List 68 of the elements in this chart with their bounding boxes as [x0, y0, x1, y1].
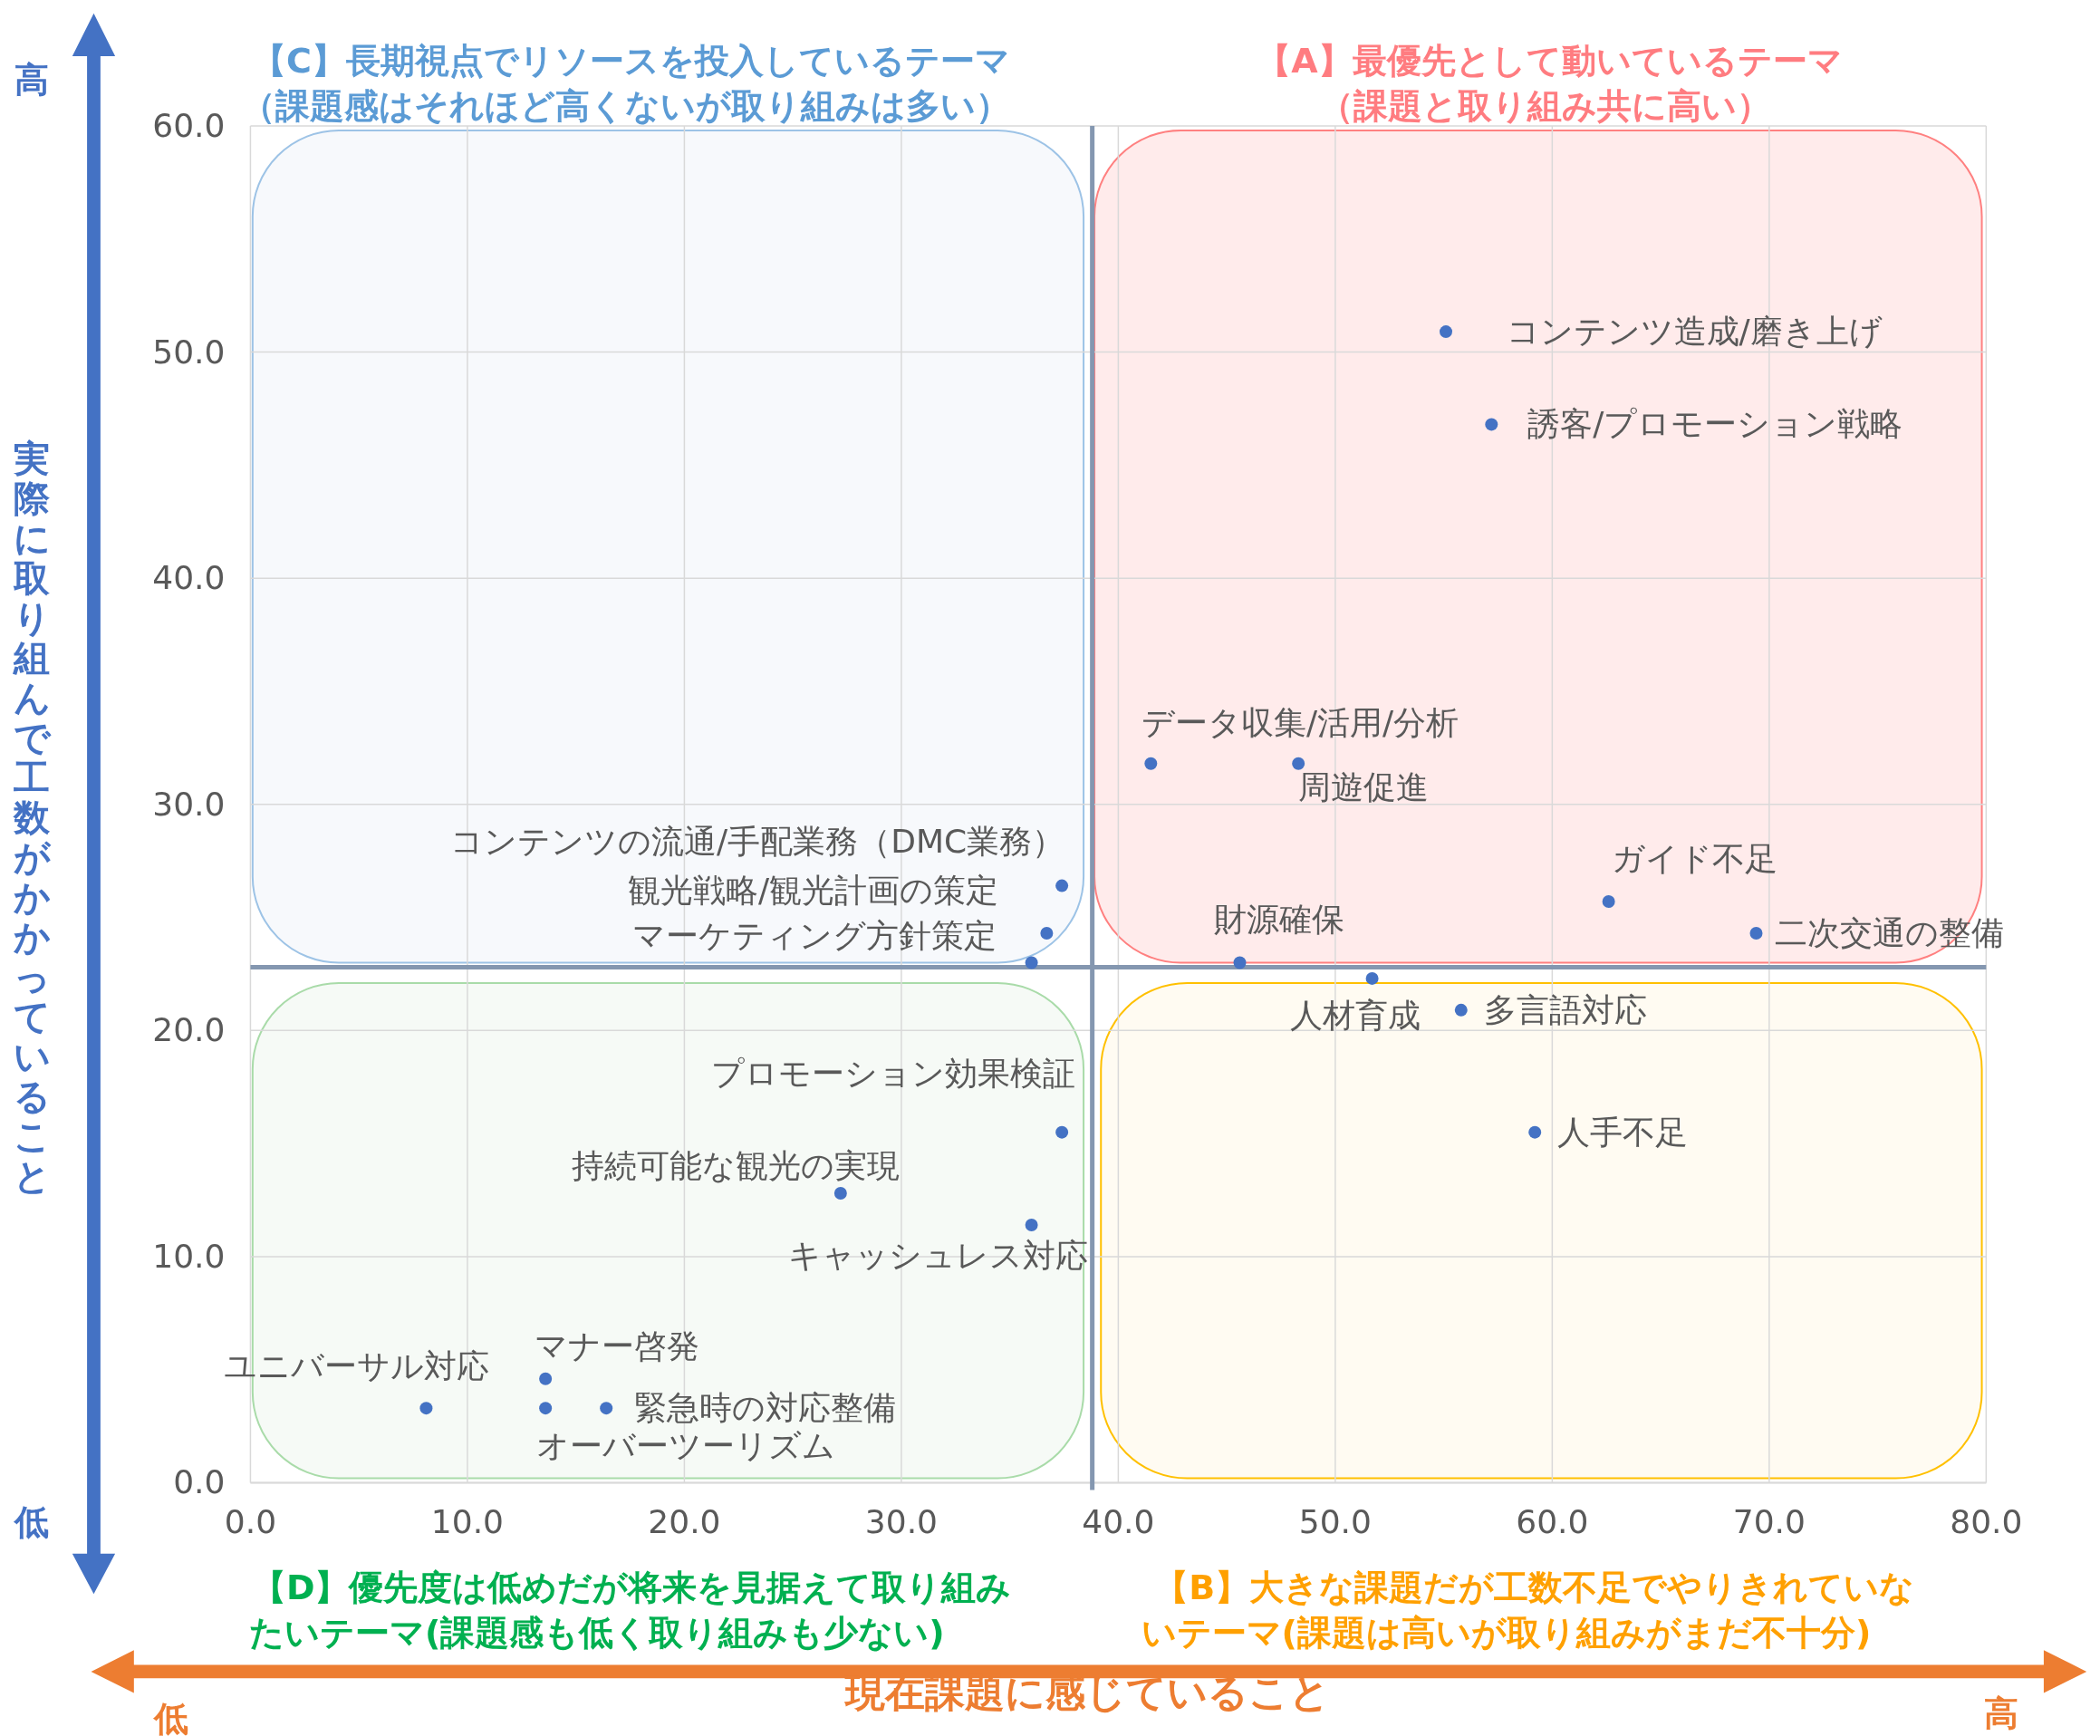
text: 高 [1983, 1693, 2018, 1734]
point [419, 1402, 433, 1415]
annotation: （課題感はそれほど高くないが取り組みは多い） [241, 86, 1011, 127]
series-label: 持続可能な観光の実現 [571, 1147, 900, 1185]
text: 低 [152, 1698, 189, 1736]
series-label: キャッシュレス対応 [787, 1236, 1088, 1274]
point [1485, 418, 1498, 431]
y-tick-label: 30.0 [152, 785, 226, 823]
y-tick-label: 20.0 [152, 1011, 226, 1049]
series-label: コンテンツ造成/磨き上げ [1506, 313, 1883, 351]
point [1055, 879, 1069, 892]
series-label: マーケティング方針策定 [632, 916, 997, 954]
series-label: オーバーツーリズム [535, 1426, 835, 1464]
point [600, 1402, 613, 1415]
y-tick-label: 40.0 [152, 559, 226, 597]
series-label: 観光戦略/観光計画の策定 [628, 871, 999, 909]
point [833, 1187, 847, 1201]
text: 【C】長期視点でリソースを投入しているテーマ [251, 40, 1010, 81]
x-tick-label: 20.0 [648, 1503, 721, 1541]
series-label: データ収集/活用/分析 [1141, 704, 1459, 742]
point [1055, 1125, 1069, 1139]
point [1025, 956, 1038, 969]
series-label: 財源確保 [1214, 901, 1345, 939]
text: 【B】大きな課題だが工数不足でやりきれていな [1154, 1567, 1915, 1608]
y-tick-label: 50.0 [152, 333, 226, 371]
point [1144, 757, 1158, 770]
text: 高 [14, 59, 50, 100]
point [1365, 971, 1379, 985]
x-tick-label: 60.0 [1516, 1503, 1589, 1541]
point [539, 1372, 553, 1385]
point [1040, 926, 1054, 940]
point [1233, 956, 1247, 969]
x-tick-label: 80.0 [1950, 1503, 2023, 1541]
text: 低 [13, 1501, 50, 1542]
series-label: 多言語対応 [1483, 990, 1647, 1028]
series-label: 緊急時の対応整備 [634, 1389, 897, 1427]
x-tick-label: 50.0 [1298, 1503, 1372, 1541]
point [1440, 325, 1453, 339]
y-tick-label: 0.0 [173, 1463, 226, 1501]
x-tick-label: 30.0 [864, 1503, 938, 1541]
y-tick-label: 60.0 [152, 106, 226, 144]
point [539, 1402, 553, 1415]
series-label: 人手不足 [1557, 1113, 1689, 1151]
ylabel: 実際に取り組んで工数がかかっていること [14, 437, 51, 1197]
annotation: （課題と取り組み共に高い） [1319, 86, 1772, 127]
series-label: 人材育成 [1289, 997, 1421, 1035]
text: 【A】最優先として動いているテーマ [1257, 40, 1843, 81]
x-tick-label: 70.0 [1732, 1503, 1806, 1541]
point [1454, 1003, 1468, 1017]
y-tick-label: 10.0 [152, 1237, 226, 1275]
point [1602, 895, 1615, 909]
series-label: プロモーション効果検証 [710, 1054, 1075, 1092]
text: 【D】優先度は低めだが将来を見据えて取り組み [251, 1567, 1012, 1608]
x-tick-label: 40.0 [1082, 1503, 1155, 1541]
point [1528, 1125, 1542, 1139]
x-tick-label: 0.0 [224, 1503, 277, 1541]
series-label: マナー啓発 [535, 1327, 700, 1365]
text: たいテーマ(課題感も低く取り組みも少ない) [248, 1613, 945, 1654]
series-label: 誘客/プロモーション戦略 [1527, 405, 1903, 443]
point [1025, 1218, 1038, 1231]
point [1749, 926, 1763, 940]
series-label: 周遊促進 [1298, 768, 1430, 806]
text: いテーマ(課題は高いが取り組みがまだ不十分) [1141, 1613, 1872, 1654]
series-label: ガイド不足 [1611, 839, 1777, 877]
x-tick-label: 10.0 [430, 1503, 505, 1541]
series-label: ユニバーサル対応 [223, 1347, 489, 1385]
series-label: コンテンツの流通/手配業務（DMC業務） [450, 822, 1065, 860]
point [1292, 757, 1305, 770]
